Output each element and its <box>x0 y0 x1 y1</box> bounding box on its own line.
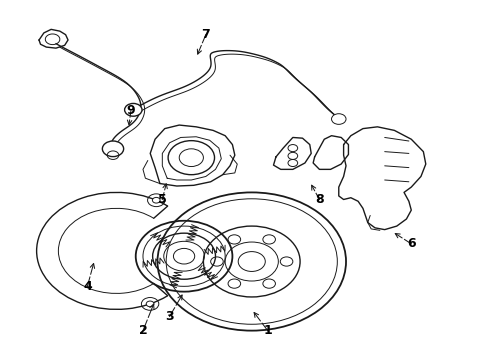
Circle shape <box>102 141 123 157</box>
Circle shape <box>152 197 160 203</box>
Text: 9: 9 <box>126 104 135 117</box>
Text: 5: 5 <box>158 193 166 206</box>
Circle shape <box>146 301 154 307</box>
Text: 4: 4 <box>83 280 92 293</box>
Text: 6: 6 <box>406 237 415 250</box>
Text: 3: 3 <box>165 310 174 323</box>
Text: 1: 1 <box>263 324 271 337</box>
Text: 2: 2 <box>138 324 147 337</box>
Circle shape <box>331 114 346 124</box>
Text: 8: 8 <box>314 193 323 206</box>
Text: 7: 7 <box>201 28 210 41</box>
Circle shape <box>124 103 142 116</box>
